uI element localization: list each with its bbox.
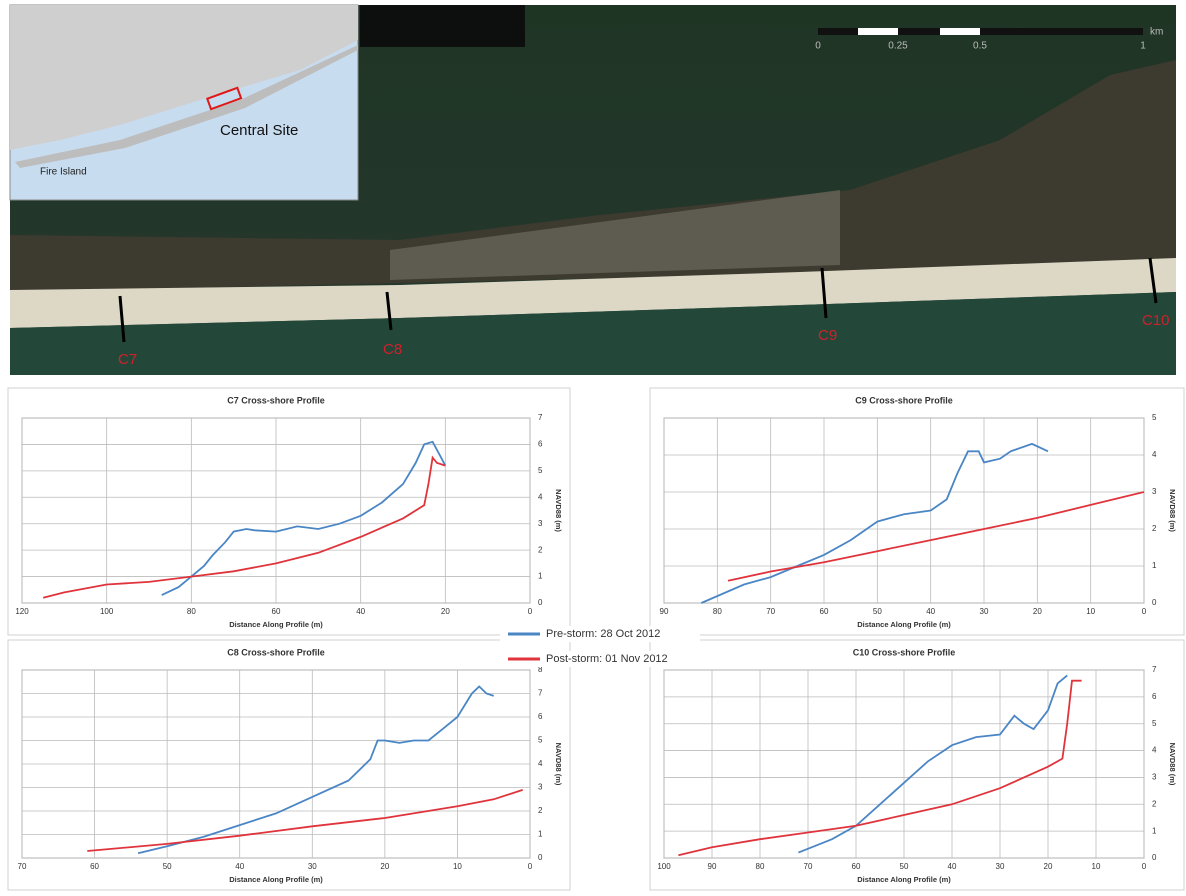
- legend-label: Post-storm: 01 Nov 2012: [546, 653, 668, 665]
- scale-label: 0.25: [888, 41, 908, 52]
- y-tick-label: 4: [538, 492, 543, 501]
- y-tick-label: 3: [1152, 487, 1157, 496]
- x-tick-label: 20: [380, 862, 389, 871]
- no-data: [360, 5, 525, 47]
- y-tick-label: 7: [1152, 665, 1157, 674]
- x-tick-label: 30: [308, 862, 317, 871]
- y-tick-label: 7: [538, 689, 543, 698]
- y-axis-label: NAVD88 (m): [1168, 489, 1177, 532]
- scale-label: 0: [815, 41, 821, 52]
- x-tick-label: 20: [441, 607, 450, 616]
- x-tick-label: 70: [804, 862, 813, 871]
- scale-unit: km: [1150, 27, 1163, 38]
- x-tick-label: 100: [657, 862, 671, 871]
- scale-bar: [858, 28, 898, 35]
- y-tick-label: 7: [538, 413, 543, 422]
- figure: Central Site Fire Island C7 C8 C9 C10 0 …: [0, 0, 1186, 891]
- x-tick-label: 60: [272, 607, 281, 616]
- y-tick-label: 0: [1152, 853, 1157, 862]
- x-tick-label: 100: [100, 607, 114, 616]
- x-axis-label: Distance Along Profile (m): [229, 620, 323, 629]
- inset-label: Central Site: [220, 122, 298, 139]
- transect-label: C8: [383, 341, 402, 358]
- y-tick-label: 1: [1152, 561, 1157, 570]
- x-tick-label: 20: [1033, 607, 1042, 616]
- y-tick-label: 5: [1152, 413, 1157, 422]
- x-tick-label: 60: [90, 862, 99, 871]
- x-tick-label: 20: [1044, 862, 1053, 871]
- y-tick-label: 2: [1152, 524, 1157, 533]
- x-tick-label: 60: [820, 607, 829, 616]
- x-tick-label: 70: [18, 862, 27, 871]
- y-tick-label: 6: [538, 712, 543, 721]
- y-tick-label: 4: [1152, 450, 1157, 459]
- x-tick-label: 10: [453, 862, 462, 871]
- y-tick-label: 6: [1152, 692, 1157, 701]
- x-axis-label: Distance Along Profile (m): [857, 620, 951, 629]
- x-tick-label: 50: [873, 607, 882, 616]
- plot-area: [664, 418, 1144, 603]
- chart-title: C10 Cross-shore Profile: [853, 647, 956, 657]
- x-tick-label: 50: [163, 862, 172, 871]
- x-tick-label: 0: [1142, 607, 1147, 616]
- transect-label: C7: [118, 351, 137, 368]
- chart-title: C9 Cross-shore Profile: [855, 395, 953, 405]
- x-axis-label: Distance Along Profile (m): [229, 875, 323, 884]
- y-tick-label: 5: [538, 466, 543, 475]
- x-tick-label: 30: [996, 862, 1005, 871]
- y-tick-label: 4: [1152, 746, 1157, 755]
- scale-bar: [940, 28, 980, 35]
- y-tick-label: 1: [1152, 826, 1157, 835]
- y-tick-label: 3: [538, 783, 543, 792]
- y-axis-label: NAVD88 (m): [1168, 743, 1177, 786]
- y-tick-label: 0: [538, 598, 543, 607]
- y-tick-label: 1: [538, 572, 543, 581]
- transect-label: C9: [818, 327, 837, 344]
- inset-label: Fire Island: [40, 167, 87, 178]
- x-tick-label: 10: [1092, 862, 1101, 871]
- x-tick-label: 40: [926, 607, 935, 616]
- x-tick-label: 60: [852, 862, 861, 871]
- x-tick-label: 80: [756, 862, 765, 871]
- x-tick-label: 80: [713, 607, 722, 616]
- scale-label: 0.5: [973, 41, 987, 52]
- transect-label: C10: [1142, 312, 1170, 329]
- x-tick-label: 30: [980, 607, 989, 616]
- y-tick-label: 6: [538, 440, 543, 449]
- y-tick-label: 5: [538, 736, 543, 745]
- page: {"map": {"inset_labels": ["Central Site"…: [0, 0, 1186, 891]
- chart-title: C8 Cross-shore Profile: [227, 647, 325, 657]
- x-tick-label: 120: [15, 607, 29, 616]
- scale-label: 1: [1140, 41, 1146, 52]
- x-tick-label: 70: [766, 607, 775, 616]
- x-tick-label: 40: [356, 607, 365, 616]
- y-axis-label: NAVD88 (m): [554, 743, 563, 786]
- y-tick-label: 0: [538, 853, 543, 862]
- legend-label: Pre-storm: 28 Oct 2012: [546, 628, 660, 640]
- y-tick-label: 1: [538, 830, 543, 839]
- x-tick-label: 40: [235, 862, 244, 871]
- x-tick-label: 90: [708, 862, 717, 871]
- x-tick-label: 0: [528, 607, 533, 616]
- y-tick-label: 2: [1152, 799, 1157, 808]
- y-tick-label: 4: [538, 759, 543, 768]
- y-tick-label: 3: [1152, 773, 1157, 782]
- x-tick-label: 90: [660, 607, 669, 616]
- y-tick-label: 2: [538, 545, 543, 554]
- aerial-image: Central Site Fire Island C7 C8 C9 C10 0 …: [10, 5, 1176, 375]
- x-tick-label: 50: [900, 862, 909, 871]
- y-tick-label: 2: [538, 806, 543, 815]
- y-axis-label: NAVD88 (m): [554, 489, 563, 532]
- y-tick-label: 5: [1152, 719, 1157, 728]
- x-tick-label: 80: [187, 607, 196, 616]
- x-tick-label: 0: [1142, 862, 1147, 871]
- x-axis-label: Distance Along Profile (m): [857, 875, 951, 884]
- y-tick-label: 3: [538, 519, 543, 528]
- x-tick-label: 0: [528, 862, 533, 871]
- x-tick-label: 10: [1086, 607, 1095, 616]
- chart-title: C7 Cross-shore Profile: [227, 395, 325, 405]
- y-tick-label: 0: [1152, 598, 1157, 607]
- x-tick-label: 40: [948, 862, 957, 871]
